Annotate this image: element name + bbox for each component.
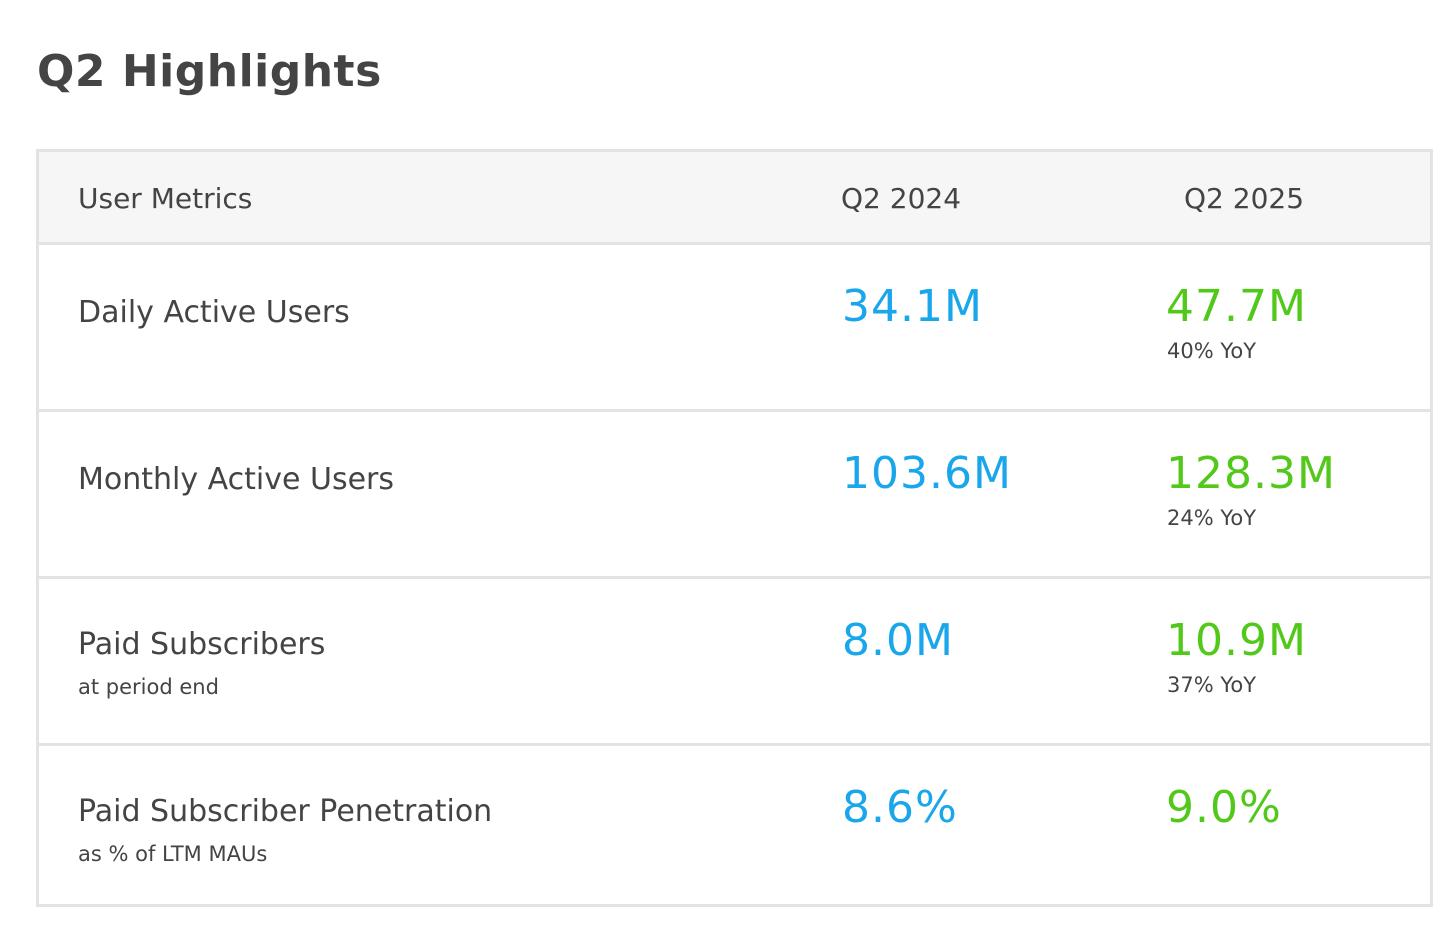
metric-name: Paid Subscribers [78, 627, 326, 662]
header-q2-2025: Q2 2025 [1184, 182, 1305, 215]
table-row-mau: Monthly Active Users 103.6M 128.3M 24% Y… [39, 412, 1430, 579]
value-q2-2024: 8.0M [842, 615, 954, 666]
value-q2-2025: 9.0% [1166, 782, 1282, 833]
yoy-growth: 37% YoY [1167, 673, 1257, 697]
metric-name: Daily Active Users [78, 295, 350, 330]
value-q2-2024: 103.6M [842, 448, 1012, 499]
header-user-metrics: User Metrics [78, 182, 253, 215]
page-title: Q2 Highlights [37, 46, 382, 97]
value-q2-2025: 10.9M [1166, 615, 1307, 666]
metric-subtitle: as % of LTM MAUs [78, 842, 268, 866]
table-row-paid-subscribers: Paid Subscribers at period end 8.0M 10.9… [39, 579, 1430, 746]
value-q2-2024: 8.6% [842, 782, 958, 833]
table-header-row: User Metrics Q2 2024 Q2 2025 [39, 152, 1430, 245]
value-q2-2025: 128.3M [1166, 448, 1336, 499]
metric-name: Monthly Active Users [78, 462, 394, 497]
table-row-dau: Daily Active Users 34.1M 47.7M 40% YoY [39, 245, 1430, 412]
table-row-paid-penetration: Paid Subscriber Penetration as % of LTM … [39, 746, 1430, 904]
value-q2-2024: 34.1M [842, 281, 983, 332]
metric-subtitle: at period end [78, 675, 219, 699]
header-q2-2024: Q2 2024 [841, 182, 962, 215]
value-q2-2025: 47.7M [1166, 281, 1307, 332]
yoy-growth: 24% YoY [1167, 506, 1257, 530]
metric-name: Paid Subscriber Penetration [78, 794, 493, 829]
yoy-growth: 40% YoY [1167, 339, 1257, 363]
metrics-table: User Metrics Q2 2024 Q2 2025 Daily Activ… [36, 149, 1433, 907]
